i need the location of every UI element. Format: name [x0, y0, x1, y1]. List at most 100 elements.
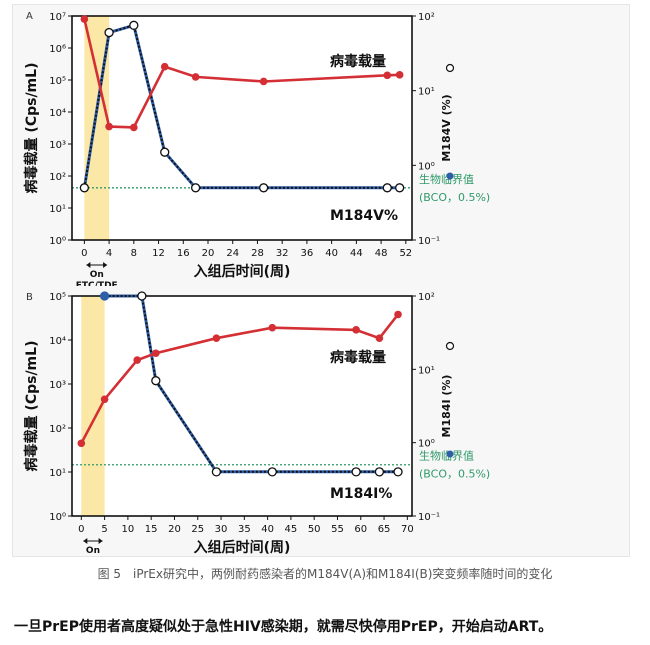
- y2-tick-label: 10⁰: [418, 439, 435, 450]
- viral-load-point: [268, 323, 277, 332]
- y2-tick-label: 10⁰: [418, 161, 435, 172]
- y2-marker-filled: [446, 450, 454, 458]
- x-tick-label: 40: [261, 524, 274, 535]
- x-tick-label: 20: [202, 248, 215, 259]
- x-tick-label: 12: [152, 248, 165, 259]
- mutation-point: [104, 27, 114, 38]
- treatment-arrowhead-right: [103, 262, 108, 268]
- x-tick-label: 4: [106, 248, 112, 259]
- y-tick-label: 10³: [49, 380, 66, 391]
- viral-load-annotation: 病毒载量: [330, 349, 386, 366]
- y2-tick-label: 10¹: [418, 87, 435, 98]
- figure-caption: 图 5 iPrEx研究中，两例耐药感染者的M184V(A)和M184I(B)突变…: [97, 567, 553, 581]
- treatment-shaded-region: [81, 296, 105, 516]
- x-axis-title: 入组后时间(周): [194, 539, 291, 556]
- treatment-arrowhead-right: [98, 538, 103, 544]
- mutation-annotation: M184V%: [330, 208, 398, 224]
- y-tick-label: 10⁵: [49, 292, 66, 303]
- y-tick-label: 10²: [49, 424, 66, 435]
- x-tick-label: 65: [378, 524, 391, 535]
- y2-marker-open: [445, 63, 455, 73]
- x-tick-label: 16: [177, 248, 190, 259]
- mutation-point: [99, 291, 110, 301]
- x-tick-label: 40: [325, 248, 338, 259]
- mutation-point: [137, 291, 147, 301]
- y-tick-label: 10⁵: [49, 76, 66, 87]
- mutation-point: [267, 467, 277, 477]
- x-tick-label: 36: [301, 248, 314, 259]
- x-tick-label: 70: [401, 524, 414, 535]
- mutation-annotation: M184I%: [330, 486, 392, 502]
- x-tick-label: 35: [238, 524, 251, 535]
- mutation-point: [393, 467, 403, 477]
- y2-tick-label: 10¹: [418, 365, 435, 376]
- viral-load-point: [212, 334, 221, 342]
- y-axis-title: 病毒载量 (Cps/mL): [23, 341, 40, 472]
- viral-load-point: [259, 77, 268, 86]
- viral-load-point: [100, 395, 109, 404]
- y2-axis-title: M184I (%): [440, 375, 453, 438]
- mutation-point: [129, 20, 139, 30]
- x-tick-label: 45: [285, 524, 298, 535]
- x-tick-label: 55: [331, 524, 344, 535]
- y2-tick-label: 10²: [418, 12, 435, 23]
- x-tick-label: 10: [122, 524, 135, 535]
- mutation-point: [190, 183, 201, 193]
- x-tick-label: 60: [354, 524, 367, 535]
- treatment-label: On: [90, 270, 104, 280]
- viral-load-point: [80, 15, 89, 23]
- y2-axis-title: M184V (%): [440, 94, 453, 161]
- viral-load-point: [394, 310, 402, 319]
- x-tick-label: 15: [145, 524, 158, 535]
- threshold-label-value: (BCO，0.5%): [419, 468, 490, 481]
- mutation-point: [211, 467, 222, 477]
- viral-load-point: [105, 122, 113, 131]
- plot-area: [72, 296, 412, 516]
- y-tick-label: 10¹: [49, 204, 66, 215]
- threshold-label-value: (BCO，0.5%): [419, 191, 490, 204]
- x-tick-label: 0: [81, 248, 87, 259]
- threshold-label: 生物临界值: [419, 449, 474, 463]
- x-tick-label: 5: [101, 524, 107, 535]
- x-tick-label: 50: [308, 524, 321, 535]
- y2-tick-label: 10⁻¹: [418, 512, 440, 523]
- y-tick-label: 10⁶: [49, 44, 66, 55]
- y-axis-title: 病毒载量 (Cps/mL): [23, 63, 40, 194]
- y2-tick-label: 10²: [418, 292, 435, 303]
- x-tick-label: 44: [350, 248, 363, 259]
- y-tick-label: 10⁴: [49, 108, 66, 119]
- viral-load-point: [160, 62, 169, 71]
- y2-marker-open: [445, 341, 455, 351]
- x-tick-label: 24: [226, 248, 239, 259]
- mutation-point: [382, 183, 392, 193]
- treatment-arrowhead-left: [86, 262, 91, 268]
- y-tick-label: 10⁷: [49, 12, 66, 23]
- y-tick-label: 10⁰: [49, 236, 66, 247]
- viral-load-point: [130, 123, 138, 132]
- y-tick-label: 10¹: [49, 468, 66, 479]
- x-tick-label: 28: [251, 248, 264, 259]
- y-tick-label: 10⁴: [49, 336, 66, 347]
- chart-panel-a: A 生物临界值 (BCO，0.5%) 10⁰ 10¹ 10² 10³ 10⁴ 10⁵ 10⁶ 10⁷…: [23, 11, 490, 286]
- x-axis-title: 入组后时间(周): [194, 263, 291, 280]
- x-tick-label: 0: [78, 524, 84, 535]
- viral-load-point: [383, 71, 392, 80]
- viral-load-point: [191, 73, 200, 81]
- mutation-point: [79, 183, 90, 193]
- note-text: 一旦PrEP使用者高度疑似处于急性HIV感染期，就需尽快停用PrEP，开始启动A…: [14, 619, 553, 635]
- panel-label: A: [26, 11, 33, 22]
- viral-load-point: [133, 356, 142, 364]
- viral-load-annotation: 病毒载量: [330, 53, 386, 70]
- x-tick-label: 8: [131, 248, 137, 259]
- plot-frame: [71, 15, 413, 241]
- viral-load-point: [352, 326, 360, 334]
- x-tick-label: 30: [215, 524, 228, 535]
- viral-load-point: [152, 349, 160, 358]
- x-tick-label: 52: [399, 248, 412, 259]
- treatment-arrowhead-left: [83, 538, 88, 544]
- mutation-point: [351, 467, 361, 477]
- x-tick-label: 25: [191, 524, 204, 535]
- viral-load-line: [83, 18, 400, 129]
- treatment-label-drug: FTC/TDF: [76, 281, 118, 286]
- treatment-label: On: [86, 546, 100, 556]
